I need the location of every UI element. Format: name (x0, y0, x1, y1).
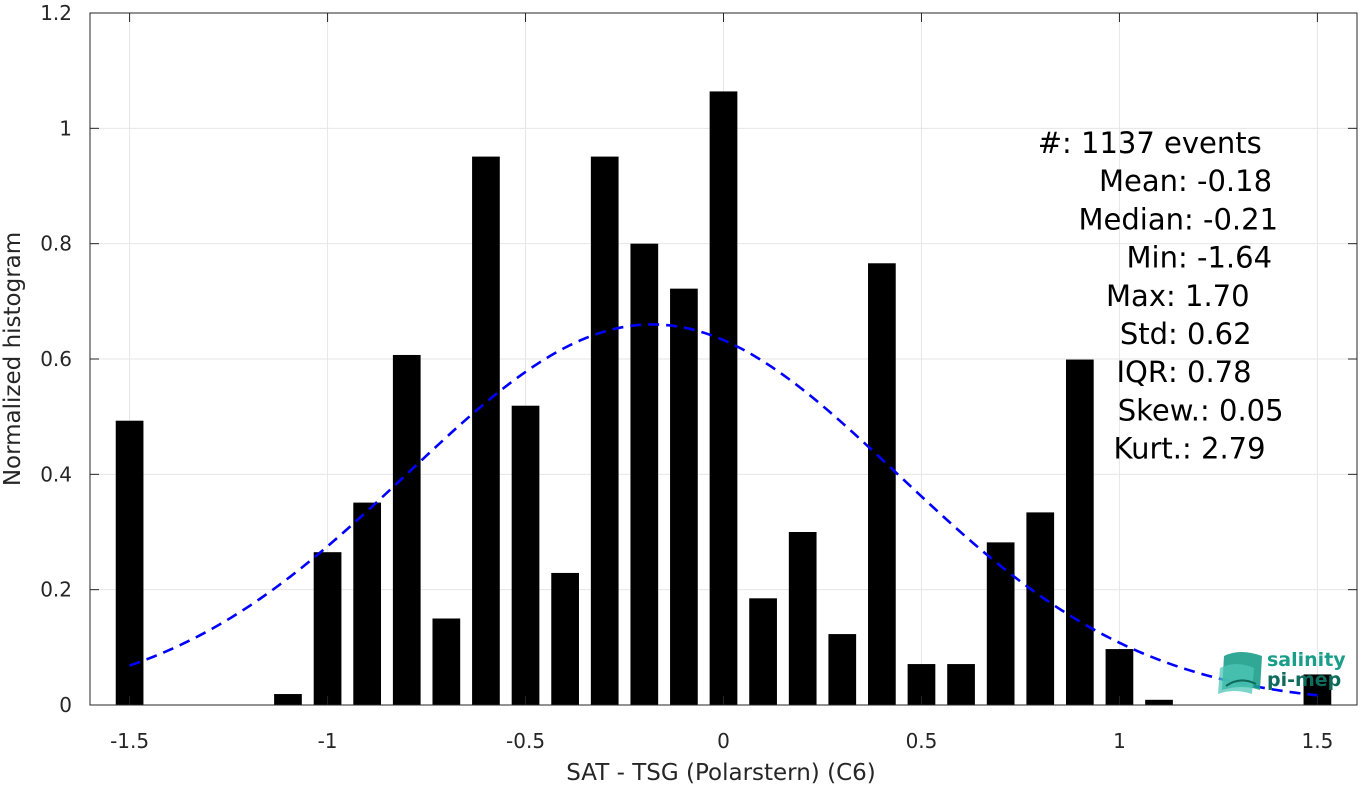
histogram-bar (551, 572, 579, 705)
bars (115, 91, 1332, 706)
x-axis-label: SAT - TSG (Polarstern) (C6) (566, 760, 875, 785)
y-tick-label: 0.4 (40, 462, 72, 486)
x-tick-label: 0.5 (906, 729, 938, 753)
logo-text-salinity: salinity (1267, 649, 1346, 671)
salinity-pi-mep-logo: salinity pi-mep (1218, 649, 1346, 694)
histogram-bar (670, 288, 698, 705)
stat-value: : -0.21 (1184, 202, 1278, 236)
x-tick-label: 1.5 (1302, 729, 1334, 753)
stat-label: Min (1127, 241, 1178, 275)
x-tick-label: -1 (318, 729, 338, 753)
stat-label: # (1038, 126, 1062, 160)
histogram-bar (115, 420, 144, 705)
histogram-bar (590, 156, 619, 706)
histogram-bar (313, 552, 342, 705)
x-tick-label: 0 (717, 729, 730, 753)
logo-text-pi-mep: pi-mep (1267, 669, 1341, 691)
x-tick-label: -1.5 (110, 729, 149, 753)
stat-value: : 1.70 (1166, 279, 1250, 313)
stat-label: Skew. (1118, 393, 1200, 427)
histogram-bar (1105, 649, 1134, 705)
stat-value: : 2.79 (1182, 432, 1266, 466)
histogram-bar (868, 263, 896, 705)
histogram-bar (392, 354, 421, 705)
histogram-bar (1145, 699, 1173, 705)
x-tick-label: -0.5 (506, 729, 545, 753)
stat-value: : 1137 events (1062, 126, 1262, 160)
histogram-bar (947, 664, 975, 705)
stats-panel: # : 1137 events Mean : -0.18 Median : -0.2… (1038, 126, 1284, 466)
histogram-bar (1065, 359, 1094, 705)
histogram-bar (630, 243, 659, 705)
stat-label: Median (1079, 202, 1184, 236)
histogram-bar (353, 502, 382, 705)
stat-label: Std (1120, 317, 1168, 351)
histogram-bar (432, 618, 461, 705)
tick-labels: -1.5 -1 -0.5 0 0.5 1 1.5 0 0.2 0.4 0.6 0.8 1 1.2 (40, 1, 1333, 753)
y-tick-label: 0.2 (40, 578, 72, 602)
y-axis-label: Normalized histogram (0, 232, 26, 486)
y-tick-label: 0.6 (40, 347, 72, 371)
histogram-bar (1026, 512, 1055, 705)
y-tick-label: 1.2 (40, 1, 72, 25)
y-tick-label: 1 (59, 116, 72, 140)
histogram-bar (511, 405, 540, 705)
histogram-bar (749, 598, 777, 705)
stat-label: Max (1106, 279, 1166, 313)
histogram-bar (986, 542, 1015, 705)
stat-value: : -1.64 (1178, 241, 1272, 275)
normal-fit-curve (129, 323, 1318, 697)
histogram-bar (472, 156, 500, 706)
y-tick-label: 0.8 (40, 232, 72, 256)
x-tick-label: 1 (1113, 729, 1126, 753)
y-tick-label: 0 (59, 693, 72, 717)
wave-logo-icon (1218, 652, 1262, 694)
stat-value: : 0.05 (1200, 393, 1284, 427)
histogram-bar (274, 694, 302, 705)
histogram-bar (709, 91, 738, 706)
stat-value: : -0.18 (1178, 164, 1272, 198)
stat-label: IQR (1116, 355, 1168, 389)
histogram-bar (828, 634, 857, 705)
stat-label: Mean (1099, 164, 1178, 198)
histogram-bar (788, 532, 817, 705)
stat-value: : 0.62 (1168, 317, 1252, 351)
axis-ticks (90, 12, 1357, 706)
stat-value: : 0.78 (1168, 355, 1252, 389)
stat-label: Kurt. (1114, 432, 1182, 466)
